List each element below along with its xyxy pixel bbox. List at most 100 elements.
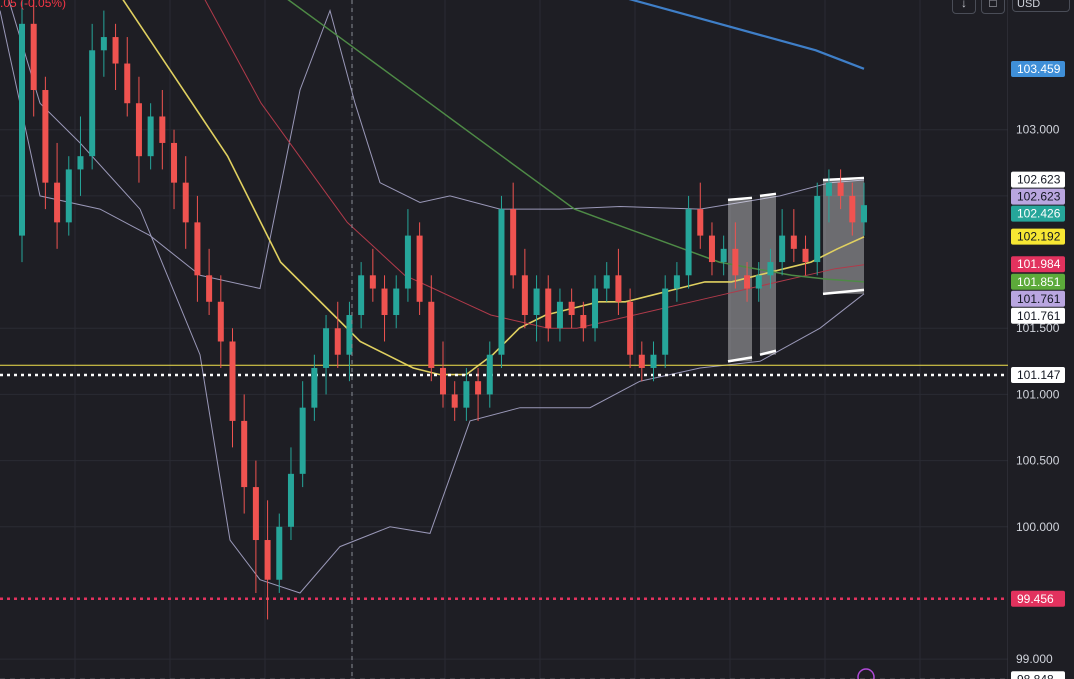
candle-body-72: [861, 205, 867, 223]
candle-body-50: [603, 275, 610, 289]
candle-body-69: [825, 182, 832, 196]
price-tag-bg-3: [1011, 205, 1065, 222]
candle-body-38: [463, 381, 470, 408]
candle-body-31: [381, 288, 388, 316]
candle-body-68: [814, 195, 821, 263]
currency-selector[interactable]: USD: [1012, 0, 1070, 12]
candle-body-1: [30, 23, 37, 91]
candle-body-10: [135, 103, 142, 157]
axis-background: [1008, 0, 1074, 679]
axis-tick-label-2: 101.500: [1016, 321, 1060, 335]
chart-grid: [0, 0, 1009, 679]
candle-body-34: [416, 235, 423, 302]
candle-body-13: [171, 142, 178, 183]
candle-body-39: [475, 381, 482, 395]
candle-body-67: [802, 248, 809, 263]
candle-body-61: [732, 248, 739, 276]
candle-body-48: [580, 315, 587, 329]
price-tag-bg-10: [1011, 590, 1065, 607]
candle-body-55: [662, 288, 669, 355]
candle-body-62: [744, 275, 751, 289]
candle-body-44: [533, 288, 540, 316]
axis-tick-label-0: 103.000: [1016, 123, 1060, 137]
candle-body-70: [837, 182, 844, 196]
price-change-text: .05 (-0.05%): [0, 0, 67, 10]
price-tag-6: 101.851: [1017, 275, 1061, 289]
candle-body-59: [708, 235, 715, 263]
download-icon[interactable]: ↓: [952, 0, 976, 14]
axis-tick-label-6: 99.000: [1016, 652, 1053, 666]
candle-body-6: [89, 50, 96, 157]
candle-body-56: [673, 275, 680, 289]
candle-body-47: [568, 301, 575, 316]
candle-body-65: [779, 235, 786, 263]
candle-body-17: [217, 301, 224, 342]
price-tag-bg-1: [1011, 171, 1065, 188]
candle-body-23: [287, 473, 294, 527]
candle-body-22: [276, 526, 283, 580]
candle-body-3: [54, 182, 61, 223]
candle-body-0: [19, 23, 25, 236]
price-tags: 103.459 102.623 102.623 102.426 102.192 101.9…: [1011, 60, 1065, 679]
candle-body-66: [790, 235, 797, 249]
candle-body-51: [615, 275, 622, 302]
axis-tick-label-3: 101.000: [1016, 387, 1060, 401]
candle-body-12: [159, 116, 166, 143]
range-box-top-0: [727, 196, 753, 202]
candle-body-54: [650, 354, 657, 368]
price-tag-bg-9: [1011, 366, 1065, 383]
candle-body-43: [521, 275, 528, 316]
range-box-2: [823, 180, 864, 294]
price-tag-bg-4: [1011, 228, 1065, 245]
price-tag-bg-5: [1011, 256, 1065, 273]
range-box-bottom-1: [759, 349, 777, 356]
bollinger-lower: [8, 0, 865, 594]
candle-body-71: [849, 195, 856, 223]
candle-body-4: [65, 169, 72, 223]
price-tag-bg-8: [1011, 307, 1065, 324]
range-box-bottom-2: [822, 288, 865, 296]
candle-body-35: [428, 301, 435, 368]
candle-body-33: [404, 235, 411, 289]
axis-tick-label-4: 100.500: [1016, 454, 1060, 468]
candle-body-42: [510, 209, 517, 276]
price-tag-4: 102.192: [1017, 230, 1061, 244]
price-tag-11: 98.848: [1017, 672, 1054, 679]
candle-body-53: [638, 354, 645, 368]
candle-body-58: [697, 209, 704, 236]
range-box-bottom-0: [727, 356, 753, 363]
fullscreen-icon[interactable]: □: [981, 0, 1005, 14]
currency-label: USD: [1017, 0, 1041, 10]
candle-body-14: [182, 182, 189, 223]
axis-tick-label-5: 100.000: [1016, 520, 1060, 534]
candle-body-45: [545, 288, 552, 329]
ma-line-blue: [628, 0, 865, 70]
range-box-top-2: [822, 176, 865, 182]
candlestick-series: [19, 0, 867, 620]
price-tag-9: 101.147: [1017, 368, 1061, 382]
range-highlights: [727, 176, 865, 363]
price-tag-1: 102.623: [1017, 173, 1061, 187]
candle-body-46: [556, 301, 563, 329]
candle-body-27: [334, 328, 341, 355]
candle-body-32: [393, 288, 400, 316]
price-tag-5: 101.984: [1017, 257, 1061, 271]
price-tag-10: 99.456: [1017, 592, 1054, 606]
price-tag-bg-0: [1011, 60, 1065, 77]
price-axis: 103.000102.500101.500101.000100.500100.0…: [1008, 0, 1074, 679]
candle-body-26: [323, 328, 330, 368]
horizontal-levels: [0, 364, 1008, 679]
candle-body-37: [451, 394, 458, 408]
candle-body-21: [264, 540, 271, 580]
candle-body-8: [112, 37, 119, 64]
price-tag-3: 102.426: [1017, 207, 1061, 221]
candle-body-36: [440, 367, 446, 395]
price-tag-bg-11: [1011, 671, 1065, 679]
candle-body-7: [100, 37, 107, 51]
replay-marker-icon[interactable]: [857, 668, 875, 679]
candle-body-24: [299, 407, 306, 474]
candle-body-19: [241, 420, 248, 488]
candle-body-41: [498, 209, 505, 355]
candle-body-28: [346, 315, 353, 355]
